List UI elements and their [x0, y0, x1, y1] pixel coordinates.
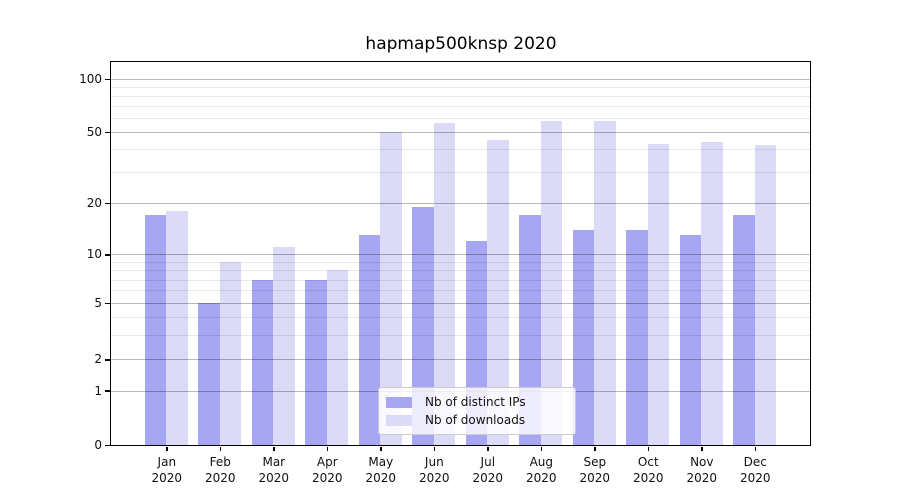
bar-ips-apr	[305, 279, 327, 445]
legend-swatch-ips	[386, 396, 412, 408]
x-tick-mark	[594, 447, 596, 451]
x-tick-mark	[433, 447, 436, 451]
bar-downloads-jan	[166, 211, 188, 445]
x-tick-label-feb: Feb 2020	[205, 454, 236, 485]
minor-gridline-7	[111, 279, 810, 281]
legend-item-distinct-ips: Nb of distinct IPs	[386, 394, 567, 410]
bar-ips-jan	[144, 215, 167, 445]
y-tick-mark	[105, 302, 110, 305]
x-tick-label-jul: Jul 2020	[472, 454, 504, 485]
y-tick-mark	[105, 131, 110, 134]
minor-gridline-6	[111, 290, 810, 292]
legend-label-downloads: Nb of downloads	[425, 413, 526, 427]
minor-gridline-90	[111, 87, 810, 88]
minor-gridline-60	[111, 117, 810, 119]
x-tick-mark	[701, 447, 703, 451]
bar-ips-mar	[251, 279, 274, 445]
y-tick-mark	[105, 359, 110, 361]
y-tick-label-20: 20	[86, 196, 102, 211]
bar-downloads-aug	[540, 120, 563, 445]
plot-area: Nb of distinct IPs Nb of downloads	[110, 61, 811, 446]
bar-ips-jun	[412, 207, 434, 445]
y-tick-label-2: 2	[94, 352, 102, 367]
bar-ips-feb	[198, 303, 220, 445]
bar-downloads-jul	[487, 140, 509, 445]
y-tick-mark	[105, 390, 110, 392]
y-tick-label-50: 50	[86, 124, 102, 139]
y-tick-label-100: 100	[79, 72, 102, 86]
y-tick-label-0: 0	[94, 438, 102, 452]
minor-gridline-9	[111, 261, 810, 263]
x-tick-label-may: May 2020	[365, 454, 397, 485]
y-tick-label-1: 1	[94, 383, 102, 398]
minor-gridline-30	[111, 171, 810, 173]
bar-ips-sep	[572, 229, 595, 445]
legend: Nb of distinct IPs Nb of downloads	[378, 387, 576, 435]
legend-item-downloads: Nb of downloads	[386, 412, 567, 428]
x-tick-mark	[754, 447, 756, 451]
bar-downloads-feb	[219, 261, 242, 445]
bar-downloads-apr	[326, 270, 349, 445]
bar-downloads-mar	[273, 247, 295, 445]
y-tick-label-5: 5	[94, 296, 102, 311]
major-gridline-2	[111, 359, 810, 361]
major-gridline-50	[111, 131, 810, 133]
bar-ips-nov	[679, 235, 702, 445]
x-tick-label-oct: Oct 2020	[633, 454, 664, 485]
minor-gridline-70	[111, 106, 810, 108]
y-tick-mark	[105, 78, 110, 81]
minor-gridline-80	[111, 96, 810, 97]
y-tick-mark	[105, 254, 110, 256]
major-gridline-100	[111, 79, 810, 80]
chart-title: hapmap500knsp 2020	[365, 34, 557, 54]
bar-downloads-oct	[647, 143, 670, 445]
x-tick-mark	[326, 447, 329, 451]
minor-gridline-4	[111, 316, 810, 318]
bar-downloads-nov	[701, 141, 723, 445]
bar-downloads-sep	[594, 120, 616, 445]
y-tick-mark	[105, 202, 110, 205]
minor-gridline-3	[111, 334, 810, 336]
legend-label-ips: Nb of distinct IPs	[425, 395, 526, 409]
x-tick-mark	[540, 447, 542, 451]
bar-ips-dec	[733, 215, 755, 445]
x-tick-label-mar: Mar 2020	[258, 454, 290, 485]
x-tick-label-nov: Nov 2020	[686, 454, 718, 485]
x-tick-label-aug: Aug 2020	[526, 454, 557, 485]
major-gridline-10	[111, 254, 810, 256]
x-tick-label-jan: Jan 2020	[151, 454, 183, 485]
major-gridline-5	[111, 303, 810, 305]
x-tick-mark	[647, 447, 649, 451]
minor-gridline-8	[111, 270, 810, 272]
x-tick-label-apr: Apr 2020	[312, 454, 343, 485]
bar-ips-oct	[626, 229, 648, 445]
bar-downloads-dec	[754, 145, 777, 445]
bar-downloads-may	[380, 131, 402, 445]
y-tick-mark	[105, 444, 110, 447]
y-tick-label-10: 10	[86, 247, 102, 262]
x-tick-mark	[166, 447, 168, 451]
bar-downloads-jun	[433, 123, 456, 445]
x-tick-mark	[219, 447, 222, 451]
major-gridline-20	[111, 203, 810, 205]
x-tick-mark	[380, 447, 382, 451]
x-tick-label-dec: Dec 2020	[740, 454, 771, 485]
x-tick-mark	[273, 447, 275, 451]
x-tick-mark	[487, 447, 489, 451]
minor-gridline-40	[111, 149, 810, 151]
bar-ips-may	[358, 235, 381, 445]
x-tick-label-sep: Sep 2020	[579, 454, 611, 485]
x-tick-label-jun: Jun 2020	[419, 454, 450, 485]
legend-swatch-downloads	[386, 414, 412, 426]
